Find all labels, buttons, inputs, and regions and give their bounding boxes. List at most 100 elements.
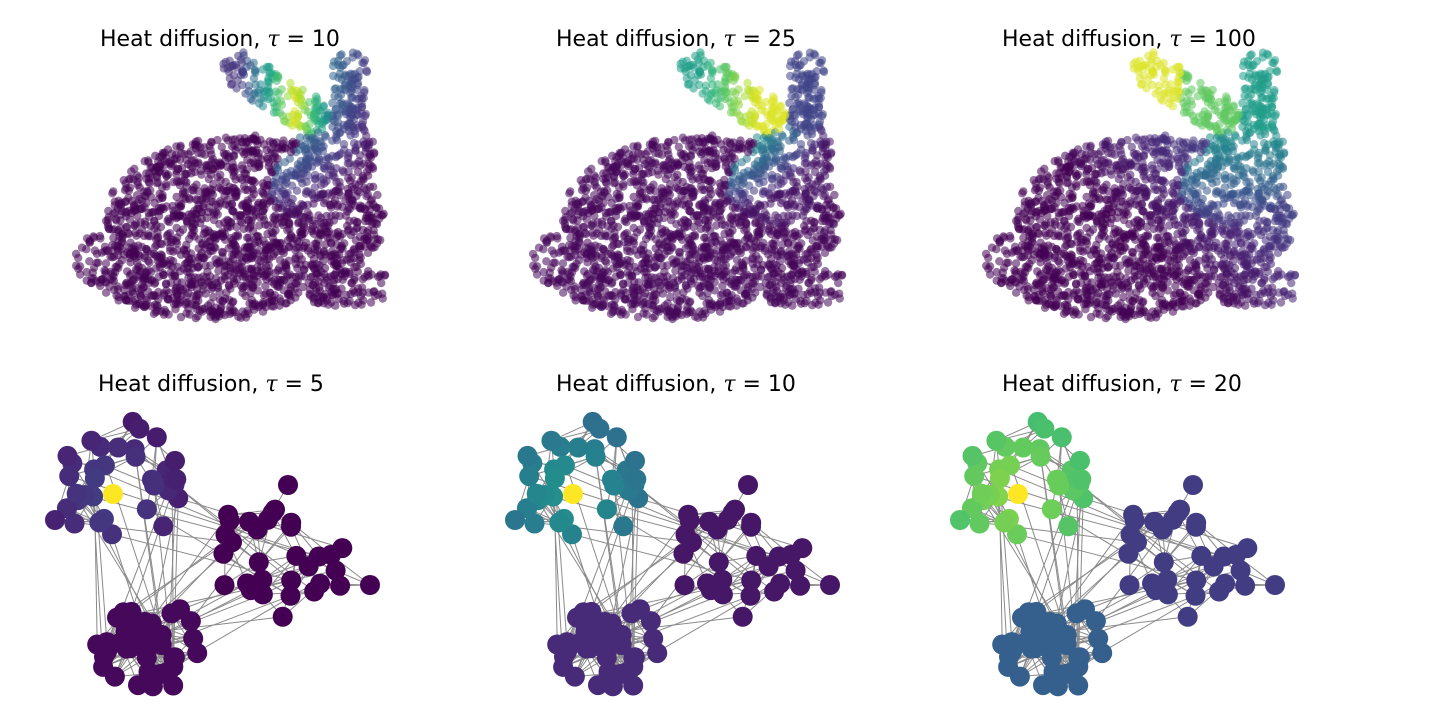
bunny-point xyxy=(364,272,373,281)
bunny-point xyxy=(277,100,287,110)
bunny-point xyxy=(573,203,583,212)
bunny-point xyxy=(786,216,796,225)
bunny-point xyxy=(284,242,294,251)
bunny-point xyxy=(260,204,269,213)
bunny-point xyxy=(154,211,164,221)
bunny-point xyxy=(124,243,133,252)
bunny-point xyxy=(194,262,204,271)
bunny-point xyxy=(645,229,654,238)
bunny-point xyxy=(767,110,776,119)
bunny-point xyxy=(615,258,624,267)
bunny-point xyxy=(157,183,167,192)
bunny-point xyxy=(215,257,224,266)
bunny-point xyxy=(364,288,373,297)
bunny-point xyxy=(249,90,259,99)
bunny-point xyxy=(568,241,577,251)
bunny-point xyxy=(141,192,150,201)
bunny-point xyxy=(286,147,296,157)
bunny-point xyxy=(614,183,624,192)
bunny-point xyxy=(793,191,802,200)
bunny-point xyxy=(693,173,702,183)
bunny-point xyxy=(253,271,262,280)
bunny-point xyxy=(97,248,107,257)
title-bunny-10: Heat diffusion, τ = 10 xyxy=(100,27,340,52)
bunny-point xyxy=(753,272,763,281)
bunny-point xyxy=(660,232,669,242)
bunny-point xyxy=(807,253,816,263)
bunny-point xyxy=(699,56,709,65)
bunny-point xyxy=(632,181,642,190)
bunny-point xyxy=(724,168,733,177)
bunny-point xyxy=(354,288,363,297)
bunny-point xyxy=(362,192,371,201)
bunny-point xyxy=(264,88,273,97)
bunny-point xyxy=(360,88,369,97)
bunny-point xyxy=(734,145,743,154)
bunny-point xyxy=(769,260,778,269)
bunny-point xyxy=(175,181,185,190)
bunny-point xyxy=(800,159,810,168)
bunny-point xyxy=(153,163,162,173)
bunny-point xyxy=(353,223,362,232)
bunny-point xyxy=(216,184,226,193)
bunny-point xyxy=(263,154,273,164)
bunny-point xyxy=(704,193,713,202)
bunny-point xyxy=(576,176,585,185)
bunny-point xyxy=(259,251,269,261)
bunny-point xyxy=(581,290,590,300)
bunny-point xyxy=(833,270,843,279)
bunny-point xyxy=(156,222,166,232)
bunny-point xyxy=(319,218,329,228)
bunny-point xyxy=(283,226,292,235)
bunny-point xyxy=(134,299,143,308)
bunny-point xyxy=(806,246,815,255)
bunny-point xyxy=(243,203,253,213)
bunny-point xyxy=(182,182,191,191)
bunny-point xyxy=(720,175,729,185)
bunny-point xyxy=(690,76,699,85)
bunny-point xyxy=(286,78,295,88)
bunny-point xyxy=(246,134,255,144)
bunny-point xyxy=(816,125,825,134)
bunny-point xyxy=(820,171,830,180)
bunny-point xyxy=(671,266,680,275)
bunny-point xyxy=(119,176,128,185)
bunny-point xyxy=(649,180,658,189)
bunny-point xyxy=(833,235,842,245)
bunny-point xyxy=(808,236,817,245)
bunny-point xyxy=(547,246,557,255)
title-graph-10: Heat diffusion, τ = 10 xyxy=(556,372,796,397)
bunny-point xyxy=(590,211,599,221)
bunny-point xyxy=(195,290,204,299)
bunny-point xyxy=(771,119,780,128)
bunny-point xyxy=(351,146,360,155)
bunny-point xyxy=(835,294,844,303)
bunny-point xyxy=(319,292,328,301)
bunny-point xyxy=(353,78,363,88)
bunny-point xyxy=(722,69,731,78)
bunny-point xyxy=(291,293,300,302)
bunny-point xyxy=(1171,281,1180,291)
bunny-point xyxy=(558,259,568,268)
bunny-point xyxy=(171,150,181,159)
bunny-point xyxy=(626,209,636,218)
bunny-point xyxy=(272,163,282,172)
bunny-point xyxy=(215,307,224,316)
bunny-point xyxy=(185,310,194,319)
bunny-point xyxy=(732,256,742,265)
bunny-point xyxy=(723,197,732,206)
bunny-point xyxy=(329,270,339,280)
bunny-point xyxy=(681,201,691,211)
bunny-point xyxy=(194,187,203,196)
bunny-point xyxy=(339,256,348,265)
bunny-point xyxy=(209,232,219,242)
bunny-point xyxy=(320,263,330,273)
bunny-point xyxy=(296,156,306,166)
bunny-point xyxy=(233,76,242,85)
bunny-point xyxy=(713,135,722,145)
bunny-point xyxy=(312,260,321,269)
bunny-point xyxy=(274,282,283,291)
bunny-point xyxy=(267,292,277,301)
bunny-point xyxy=(660,207,670,217)
bunny-point xyxy=(718,281,727,291)
